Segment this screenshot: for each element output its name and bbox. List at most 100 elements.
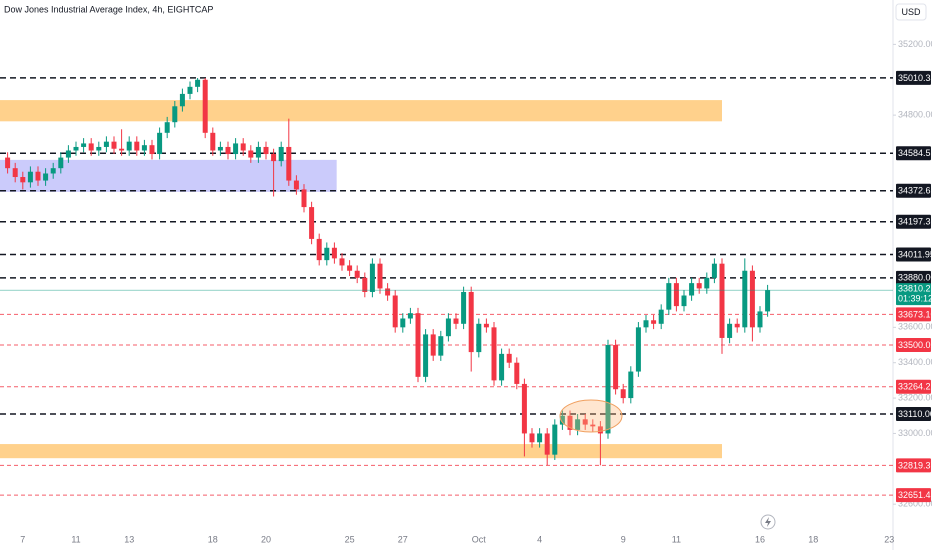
candle-body bbox=[12, 168, 18, 178]
candle-body bbox=[453, 318, 459, 324]
candle-body bbox=[157, 132, 163, 155]
level-label-box bbox=[896, 183, 931, 198]
candle-body bbox=[468, 291, 474, 353]
y-tick-label: 32600.00 bbox=[898, 499, 932, 509]
x-tick-label: 25 bbox=[345, 534, 355, 544]
x-tick-label: 7 bbox=[20, 534, 25, 544]
candle-body bbox=[347, 265, 353, 271]
candle-body bbox=[407, 313, 413, 319]
level-label: 34011.95 bbox=[898, 249, 932, 259]
candle-body bbox=[430, 334, 436, 356]
level-label-box bbox=[896, 406, 931, 421]
candle-body bbox=[141, 145, 147, 151]
level-label-box bbox=[896, 214, 931, 229]
candle-body bbox=[613, 345, 619, 390]
candle-body bbox=[278, 146, 284, 162]
level-label-box bbox=[896, 146, 931, 161]
candle-body bbox=[757, 311, 763, 328]
y-tick-label: 33200.00 bbox=[898, 392, 932, 402]
level-label: 32819.37 bbox=[898, 460, 932, 470]
candle-body bbox=[5, 157, 11, 169]
level-label: 32651.45 bbox=[898, 490, 932, 500]
zone bbox=[0, 159, 337, 192]
candle-body bbox=[445, 318, 451, 337]
level-label-box bbox=[896, 307, 931, 322]
candle-body bbox=[301, 189, 307, 208]
x-tick-label: Oct bbox=[472, 534, 487, 544]
candle-body bbox=[666, 283, 672, 310]
highlight-ellipse bbox=[559, 399, 623, 433]
candle-body bbox=[20, 177, 26, 183]
candle-body bbox=[704, 277, 710, 289]
candle-body bbox=[423, 334, 429, 377]
candle-body bbox=[696, 283, 702, 289]
candle-body bbox=[628, 371, 634, 399]
candle-body bbox=[673, 283, 679, 307]
candle-body bbox=[491, 327, 497, 381]
candle-body bbox=[324, 247, 330, 261]
x-tick-label: 27 bbox=[398, 534, 408, 544]
y-tick-label: 33000.00 bbox=[898, 428, 932, 438]
candle-body bbox=[309, 207, 315, 239]
candle-body bbox=[681, 295, 687, 307]
replay-icon-bolt bbox=[765, 517, 771, 527]
candle-body bbox=[734, 323, 740, 328]
candle-body bbox=[271, 154, 277, 162]
candle-body bbox=[765, 290, 771, 312]
candle-body bbox=[187, 86, 193, 94]
candle-body bbox=[499, 353, 505, 381]
last-price-label: 33810.25 bbox=[898, 284, 932, 294]
candle-body bbox=[552, 424, 558, 455]
candle-body bbox=[339, 258, 345, 266]
candle-body bbox=[255, 146, 261, 158]
level-label: 33673.10 bbox=[898, 309, 932, 319]
level-label-box bbox=[896, 338, 931, 353]
x-tick-label: 11 bbox=[672, 534, 681, 544]
candle-body bbox=[195, 79, 201, 87]
candle-body bbox=[179, 93, 185, 107]
candle-body bbox=[514, 362, 520, 384]
candle-body bbox=[620, 389, 626, 399]
candle-body bbox=[544, 433, 550, 455]
zone bbox=[0, 444, 722, 459]
level-label-box bbox=[896, 379, 931, 394]
candle-body bbox=[293, 180, 299, 190]
candle-body bbox=[217, 146, 223, 151]
last-price-box bbox=[896, 283, 931, 306]
candle-body bbox=[392, 295, 398, 328]
candle-body bbox=[689, 283, 695, 296]
candle-body bbox=[73, 146, 79, 151]
x-tick-label: 20 bbox=[261, 534, 271, 544]
candle-body bbox=[537, 433, 543, 443]
candle-body bbox=[506, 353, 512, 363]
x-tick-label: 9 bbox=[621, 534, 626, 544]
candle-body bbox=[362, 277, 368, 292]
candle-body bbox=[248, 150, 254, 158]
candle-body bbox=[483, 323, 489, 328]
x-tick-label: 18 bbox=[808, 534, 818, 544]
level-label: 33264.22 bbox=[898, 382, 932, 392]
currency-button[interactable] bbox=[895, 3, 927, 21]
y-tick-label: 35200.00 bbox=[898, 39, 932, 49]
candle-body bbox=[521, 383, 527, 434]
candle-body bbox=[742, 270, 748, 328]
candle-body bbox=[575, 419, 581, 430]
candle-body bbox=[567, 415, 573, 430]
level-label-box bbox=[896, 488, 931, 503]
candle-body bbox=[43, 173, 49, 181]
candle-body bbox=[597, 426, 603, 434]
candle-body bbox=[225, 146, 231, 155]
candle-body bbox=[27, 171, 33, 183]
candle-body bbox=[103, 141, 109, 147]
level-label-box bbox=[896, 458, 931, 473]
candle-body bbox=[559, 415, 565, 425]
candle-body bbox=[58, 157, 64, 169]
candle-body bbox=[119, 148, 125, 151]
plot: 35200.00 34800.00 33600.00 33400.00 33200.00… bbox=[0, 39, 932, 544]
candle-body bbox=[316, 238, 322, 261]
candle-body bbox=[651, 320, 657, 324]
candle-body bbox=[635, 327, 641, 372]
candle-body bbox=[385, 288, 391, 296]
level-label: 34197.36 bbox=[898, 217, 932, 227]
